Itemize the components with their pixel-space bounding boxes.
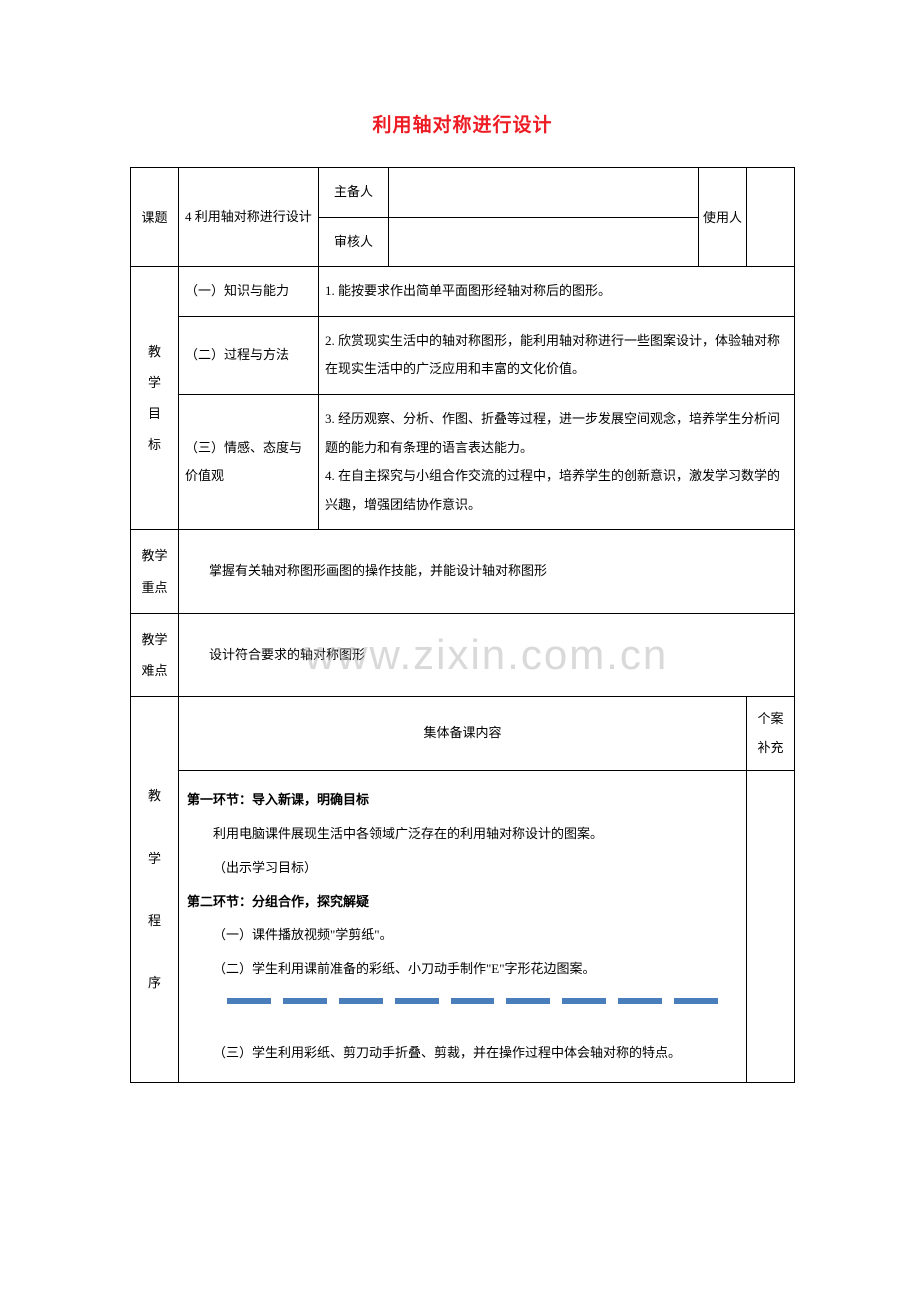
objectives-row-1: 教学目标 （一）知识与能力 1. 能按要求作出简单平面图形经轴对称后的图形。 — [131, 267, 795, 317]
dashed-line — [227, 998, 718, 1004]
preparer-value — [389, 168, 699, 218]
section2-line3: （三）学生利用彩纸、剪刀动手折叠、剪裁，并在操作过程中体会轴对称的特点。 — [187, 1036, 738, 1070]
header-row-1: 课题 4 利用轴对称进行设计 主备人 使用人 — [131, 168, 795, 218]
reviewer-value — [389, 217, 699, 267]
objective-a-label: （一）知识与能力 — [179, 267, 319, 317]
process-header-row: 教学程序 集体备课内容 个案补充 — [131, 697, 795, 771]
process-content: 第一环节：导入新课，明确目标 利用电脑课件展现生活中各领域广泛存在的利用轴对称设… — [179, 771, 747, 1083]
section2-line1: （一）课件播放视频"学剪纸"。 — [187, 918, 738, 952]
user-value — [747, 168, 795, 267]
difficulty-row: 教学难点 设计符合要求的轴对称图形 www.zixin.com.cn — [131, 613, 795, 696]
objective-desc-3: 3. 经历观察、分析、作图、折叠等过程，进一步发展空间观念，培养学生分析问题的能… — [325, 411, 780, 455]
topic-value: 4 利用轴对称进行设计 — [179, 168, 319, 267]
keypoint-label: 教学重点 — [131, 530, 179, 613]
reviewer-label: 审核人 — [319, 217, 389, 267]
objectives-row-2: （二）过程与方法 2. 欣赏现实生活中的轴对称图形，能利用轴对称进行一些图案设计… — [131, 316, 795, 394]
process-header-main: 集体备课内容 — [179, 697, 747, 771]
topic-label: 课题 — [131, 168, 179, 267]
user-label: 使用人 — [699, 168, 747, 267]
keypoint-value: 掌握有关轴对称图形画图的操作技能，并能设计轴对称图形 — [179, 530, 795, 613]
objective-desc-34: 3. 经历观察、分析、作图、折叠等过程，进一步发展空间观念，培养学生分析问题的能… — [319, 394, 795, 529]
objectives-label: 教学目标 — [131, 267, 179, 530]
process-content-row: 第一环节：导入新课，明确目标 利用电脑课件展现生活中各领域广泛存在的利用轴对称设… — [131, 771, 795, 1083]
objective-desc-2: 2. 欣赏现实生活中的轴对称图形，能利用轴对称进行一些图案设计，体验轴对称在现实… — [319, 316, 795, 394]
objective-b-label: （二）过程与方法 — [179, 316, 319, 394]
section1-line2: （出示学习目标） — [187, 851, 738, 885]
section1-title: 第一环节：导入新课，明确目标 — [187, 783, 738, 817]
process-header-side: 个案补充 — [747, 697, 795, 771]
page-title: 利用轴对称进行设计 — [130, 110, 795, 137]
objective-desc-1: 1. 能按要求作出简单平面图形经轴对称后的图形。 — [319, 267, 795, 317]
keypoint-row: 教学重点 掌握有关轴对称图形画图的操作技能，并能设计轴对称图形 — [131, 530, 795, 613]
difficulty-cell: 设计符合要求的轴对称图形 www.zixin.com.cn — [179, 613, 795, 696]
objective-c-label: （三）情感、态度与价值观 — [179, 394, 319, 529]
section1-line1: 利用电脑课件展现生活中各领域广泛存在的利用轴对称设计的图案。 — [187, 817, 738, 851]
process-side-empty — [747, 771, 795, 1083]
difficulty-value: 设计符合要求的轴对称图形 — [209, 647, 365, 662]
process-label: 教学程序 — [131, 697, 179, 1083]
lesson-table: 课题 4 利用轴对称进行设计 主备人 使用人 审核人 教学目标 （一）知识与能力… — [130, 167, 795, 1083]
preparer-label: 主备人 — [319, 168, 389, 218]
objective-desc-4: 4. 在自主探究与小组合作交流的过程中，培养学生的创新意识，激发学习数学的兴趣，… — [325, 468, 780, 512]
section2-line2: （二）学生利用课前准备的彩纸、小刀动手制作"E"字形花边图案。 — [187, 952, 738, 986]
section2-title: 第二环节：分组合作，探究解疑 — [187, 885, 738, 919]
difficulty-label: 教学难点 — [131, 613, 179, 696]
objectives-row-3: （三）情感、态度与价值观 3. 经历观察、分析、作图、折叠等过程，进一步发展空间… — [131, 394, 795, 529]
